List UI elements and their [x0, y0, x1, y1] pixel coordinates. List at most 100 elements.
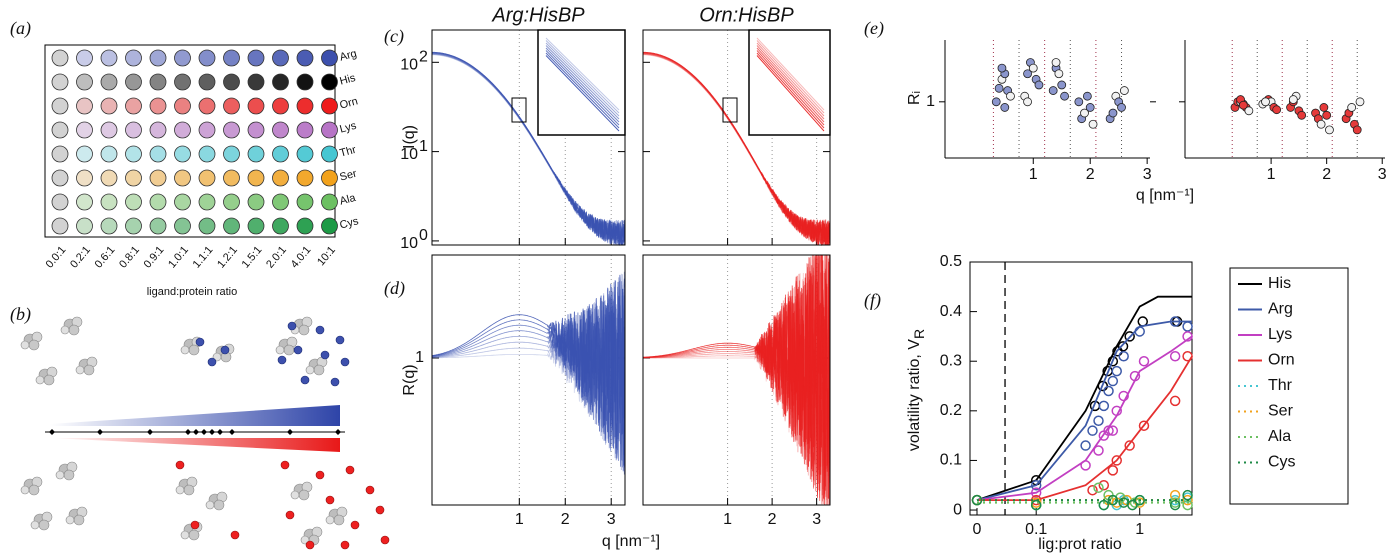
x-tick-label: 2	[561, 511, 570, 528]
point	[1244, 106, 1254, 116]
inset-curve	[756, 40, 825, 114]
point	[1169, 316, 1181, 327]
panel-title: Orn:HisBP	[699, 4, 794, 26]
protein	[20, 476, 43, 496]
well	[125, 73, 142, 91]
well	[223, 97, 240, 115]
legend-label: Ala	[1268, 428, 1291, 445]
panel-label: (c)	[384, 26, 404, 47]
plate-frame	[44, 44, 336, 238]
point	[991, 97, 1001, 107]
point	[1093, 445, 1104, 456]
point	[1118, 351, 1129, 362]
panel-label: (e)	[864, 18, 884, 39]
point	[1182, 494, 1193, 506]
well	[125, 145, 142, 163]
well	[198, 49, 216, 67]
y-tick-label: 10	[400, 235, 418, 252]
well	[321, 193, 338, 211]
well	[321, 217, 338, 235]
point	[1085, 103, 1095, 112]
point	[1107, 465, 1119, 476]
y-axis-label-sub: R	[911, 329, 927, 339]
well	[51, 193, 69, 211]
well	[100, 193, 118, 211]
point	[1238, 100, 1248, 110]
row-label: Orn	[338, 95, 359, 111]
well	[149, 97, 167, 115]
well	[174, 193, 191, 211]
well	[125, 49, 142, 67]
scattering-curve	[642, 254, 830, 494]
well	[321, 169, 338, 187]
well	[76, 145, 93, 163]
ligand-dots	[175, 460, 390, 550]
well	[296, 73, 314, 91]
point	[1051, 58, 1061, 67]
y-tick-label: 0.4	[940, 303, 962, 320]
column-label: 1.5:1	[240, 244, 265, 270]
point	[1352, 125, 1362, 135]
well	[247, 169, 265, 187]
point	[1322, 110, 1332, 120]
well	[125, 217, 142, 235]
scattering-curve	[643, 254, 830, 506]
x-tick-label: 2	[1086, 166, 1095, 183]
protein	[305, 356, 328, 376]
legend-label: Thr	[1268, 377, 1293, 394]
point	[1093, 482, 1104, 493]
x-tick-label: 2	[768, 511, 777, 528]
well	[247, 121, 265, 139]
x-axis-label: q [nm⁻¹]	[602, 533, 660, 550]
inset-curve	[756, 52, 825, 129]
well	[272, 49, 289, 67]
column-label: 0.8:1	[117, 244, 142, 270]
point	[1111, 455, 1122, 466]
column-label: 1.1:1	[191, 244, 216, 270]
well	[174, 121, 191, 139]
inset-curve	[756, 50, 825, 126]
well	[76, 121, 93, 139]
inset-bg	[537, 29, 626, 136]
point	[1098, 499, 1110, 511]
y-axis-label: Rᵢ	[906, 91, 923, 105]
well	[100, 121, 118, 139]
inset-curve	[545, 47, 620, 123]
point	[1060, 91, 1069, 101]
point	[1103, 385, 1114, 397]
x-tick-label: 0	[973, 521, 982, 538]
y-tick-label: 10	[400, 57, 418, 74]
well	[51, 169, 69, 187]
point	[1048, 86, 1058, 95]
protein	[30, 511, 53, 531]
inset-curve	[545, 50, 620, 126]
row-label: Ser	[338, 168, 358, 184]
well	[100, 73, 118, 91]
plot-frame	[431, 29, 626, 246]
well	[321, 97, 338, 115]
scattering-curve	[432, 51, 625, 246]
point	[1023, 69, 1032, 79]
point	[1006, 91, 1015, 101]
panel-label: (b)	[10, 304, 31, 325]
well	[174, 145, 191, 163]
well	[100, 97, 118, 115]
point	[1088, 119, 1098, 129]
point	[1028, 63, 1038, 73]
legend-label: Orn	[1268, 352, 1295, 369]
x-tick-label: 1	[1135, 521, 1144, 538]
point	[1098, 400, 1110, 412]
point	[1093, 415, 1104, 426]
well	[321, 49, 338, 67]
well	[76, 169, 93, 187]
well	[76, 97, 93, 115]
inset-curve	[545, 37, 620, 111]
point	[1127, 499, 1138, 511]
point	[1080, 108, 1089, 118]
point	[1023, 97, 1032, 107]
point	[1087, 484, 1098, 496]
well	[51, 145, 69, 163]
point	[1169, 351, 1181, 362]
point	[997, 63, 1007, 73]
well	[125, 169, 142, 187]
